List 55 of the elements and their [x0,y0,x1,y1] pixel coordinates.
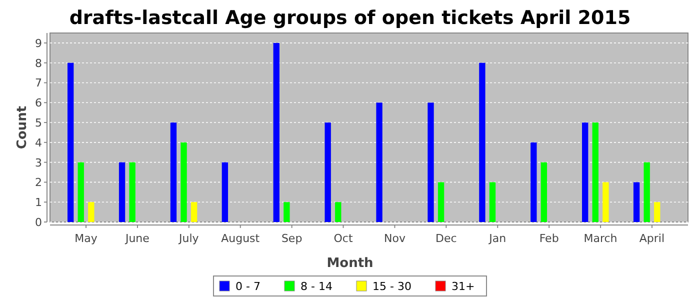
bar [633,182,640,222]
bar [190,202,198,222]
bar [170,122,177,222]
bar [602,182,609,222]
bar [376,102,382,222]
y-tick-label: 2 [35,176,42,190]
bar [284,202,290,222]
y-axis-title: Count [15,106,30,150]
legend-label: 31+ [452,280,475,293]
bar [479,62,486,222]
chart-title: drafts-lastcall Age groups of open tickets April 2015 [69,7,631,29]
bar [67,62,74,222]
legend-label: 8 - 14 [300,280,332,293]
legend-label: 0 - 7 [236,280,260,293]
bar [180,142,187,222]
y-tick-label: 6 [35,96,42,110]
bar [489,182,496,222]
bar [324,122,331,222]
x-tick-label: May [74,232,98,245]
bar [222,162,228,222]
y-tick-label: 9 [35,36,42,50]
bar [438,182,444,222]
x-tick-label: Feb [539,232,559,245]
y-tick-label: 8 [35,56,42,70]
y-tick-label: 0 [35,216,42,229]
y-tick-label: 5 [35,116,42,130]
x-tick-label: June [124,232,150,245]
x-tick-label: Jan [488,232,506,245]
x-tick-label: Dec [436,232,457,245]
bar [88,202,94,222]
x-tick-label: March [584,232,618,245]
bar [335,202,342,222]
bar [530,142,537,222]
legend-label: 15 - 30 [372,280,412,293]
x-tick-label: Nov [384,232,406,245]
bar [644,162,650,222]
y-tick-label: 3 [35,156,42,170]
x-tick-label: Sep [281,232,302,245]
y-tick-label: 4 [35,136,42,150]
y-tick-label: 1 [35,196,42,210]
x-axis-title: Month [326,256,374,271]
bar [654,202,660,222]
y-tick-label: 7 [35,76,42,90]
bar [592,122,598,222]
bar [582,122,588,222]
bar [129,162,136,222]
bar [273,42,280,222]
x-tick-label: July [178,232,200,245]
bar [428,102,434,222]
x-tick-label: Oct [334,232,354,245]
bar [118,162,126,222]
x-tick-label: April [639,232,665,245]
x-tick-label: August [221,232,260,245]
bar [78,162,84,222]
bar [540,162,548,222]
